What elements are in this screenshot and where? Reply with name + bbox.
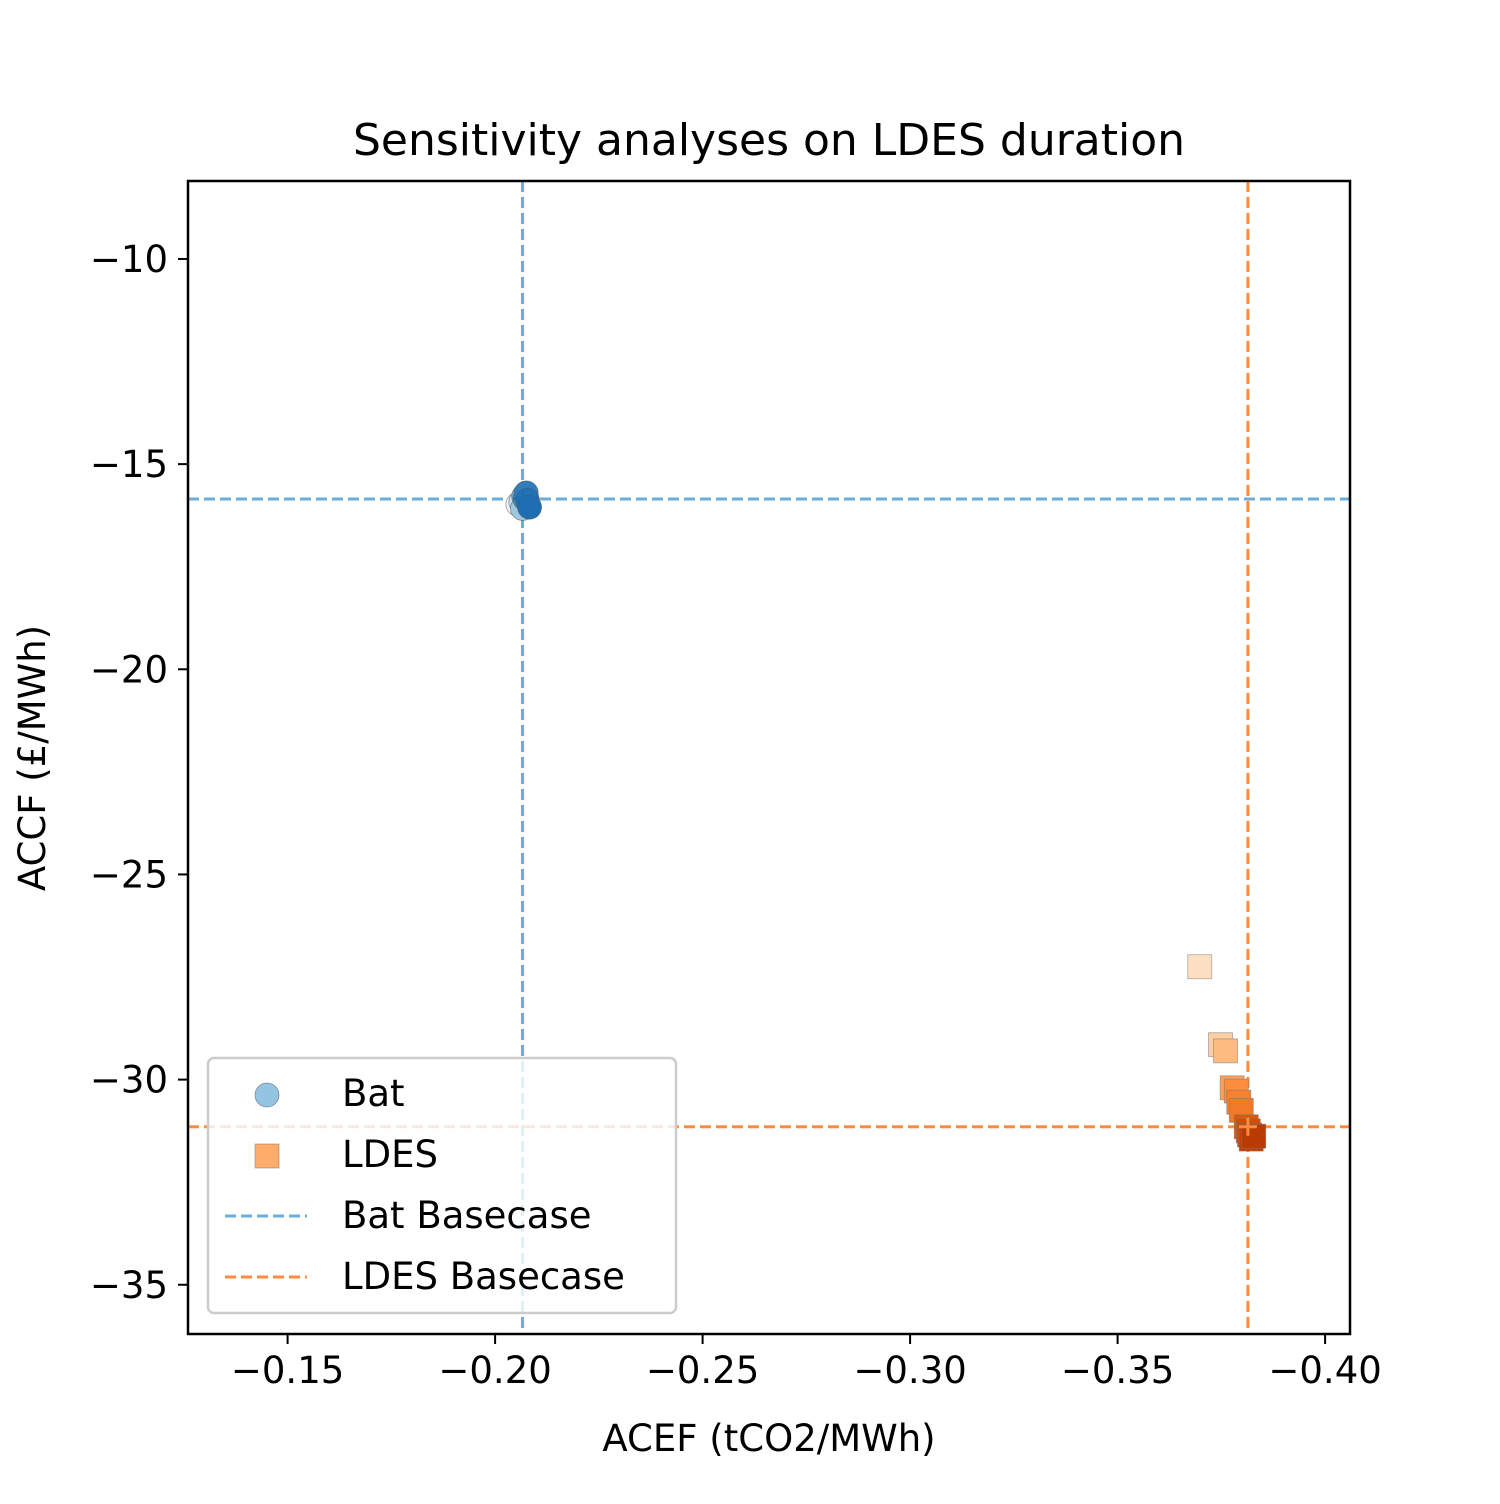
plot-area [186, 179, 1352, 1336]
x-tick-label: −0.20 [438, 1349, 551, 1392]
y-tick-label: −35 [90, 1264, 168, 1307]
legend-ldes-marker [254, 1143, 280, 1169]
legend: Bat LDES Bat Basecase LDES Basecase [206, 1056, 678, 1315]
ldes-point [1187, 954, 1213, 980]
y-tick-label: −20 [90, 648, 168, 691]
legend-label: LDES Basecase [342, 1255, 625, 1298]
y-tick-label: −25 [90, 853, 168, 896]
y-axis-ticks: −10 −15 −20 −25 −30 −35 [90, 238, 188, 1307]
y-tick-label: −15 [90, 443, 168, 486]
x-tick-label: −0.30 [853, 1349, 966, 1392]
x-tick-label: −0.25 [646, 1349, 759, 1392]
chart-title: Sensitivity analyses on LDES duration [353, 115, 1185, 166]
x-axis-label: ACEF (tCO2/MWh) [602, 1417, 935, 1460]
axes-frame [186, 179, 1352, 1336]
ldes-point [1213, 1038, 1238, 1064]
legend-bat-marker [254, 1082, 280, 1108]
x-tick-label: −0.35 [1061, 1349, 1174, 1392]
x-tick-label: −0.40 [1268, 1349, 1381, 1392]
legend-box [206, 1056, 678, 1315]
legend-label: Bat Basecase [342, 1194, 591, 1237]
x-tick-label: −0.15 [231, 1349, 344, 1392]
legend-label: Bat [342, 1072, 405, 1115]
y-tick-label: −30 [90, 1059, 168, 1102]
y-tick-label: −10 [90, 238, 168, 281]
y-axis-label: ACCF (£/MWh) [11, 625, 54, 891]
legend-label: LDES [342, 1133, 438, 1176]
x-axis-ticks: −0.15 −0.20 −0.25 −0.30 −0.35 −0.40 [231, 1334, 1382, 1392]
